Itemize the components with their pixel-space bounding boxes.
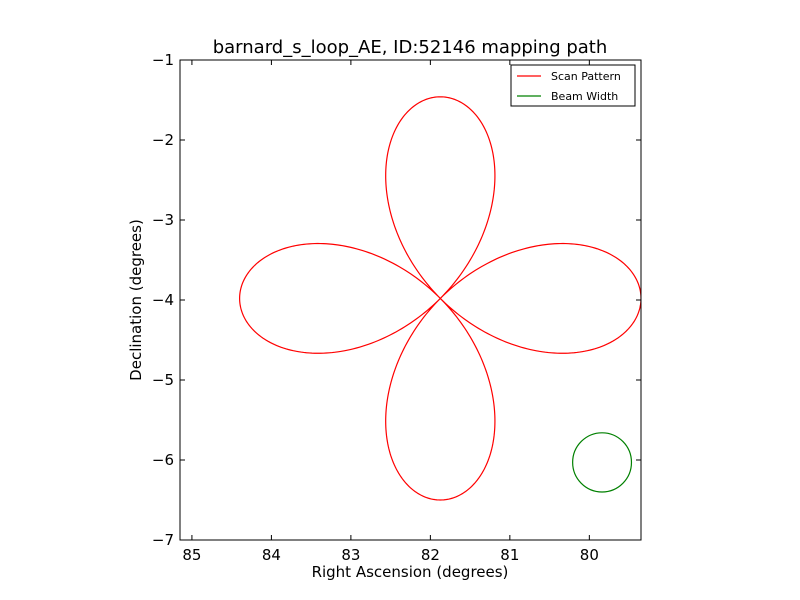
legend: Scan Pattern Beam Width: [510, 64, 636, 107]
x-tick-label: 83: [341, 546, 360, 564]
y-tick-label: −1: [152, 51, 174, 69]
chart-title: barnard_s_loop_AE, ID:52146 mapping path: [213, 37, 608, 58]
x-tick-label: 80: [580, 546, 599, 564]
legend-box: [510, 64, 636, 107]
y-tick-label: −3: [152, 211, 174, 229]
x-tick-label: 81: [500, 546, 519, 564]
legend-label-beam-width: Beam Width: [551, 90, 618, 103]
y-tick-label: −6: [152, 451, 174, 469]
y-tick-label: −2: [152, 131, 174, 149]
beam-width-circle: [572, 432, 633, 493]
scan-pattern-line: [239, 96, 641, 501]
x-tick-label: 84: [262, 546, 281, 564]
y-tick-label: −7: [152, 531, 174, 549]
x-tick-label: 85: [182, 546, 201, 564]
x-axis-label: Right Ascension (degrees): [312, 563, 509, 581]
legend-label-scan-pattern: Scan Pattern: [551, 70, 621, 83]
y-tick-label: −4: [152, 291, 174, 309]
x-tick-label: 82: [421, 546, 440, 564]
y-tick-label: −5: [152, 371, 174, 389]
plot-area: 85 84 83 82 81 80 −1 −2 −3 −4 −5 −6 −7: [152, 51, 642, 564]
y-axis-label: Declination (degrees): [127, 219, 145, 381]
